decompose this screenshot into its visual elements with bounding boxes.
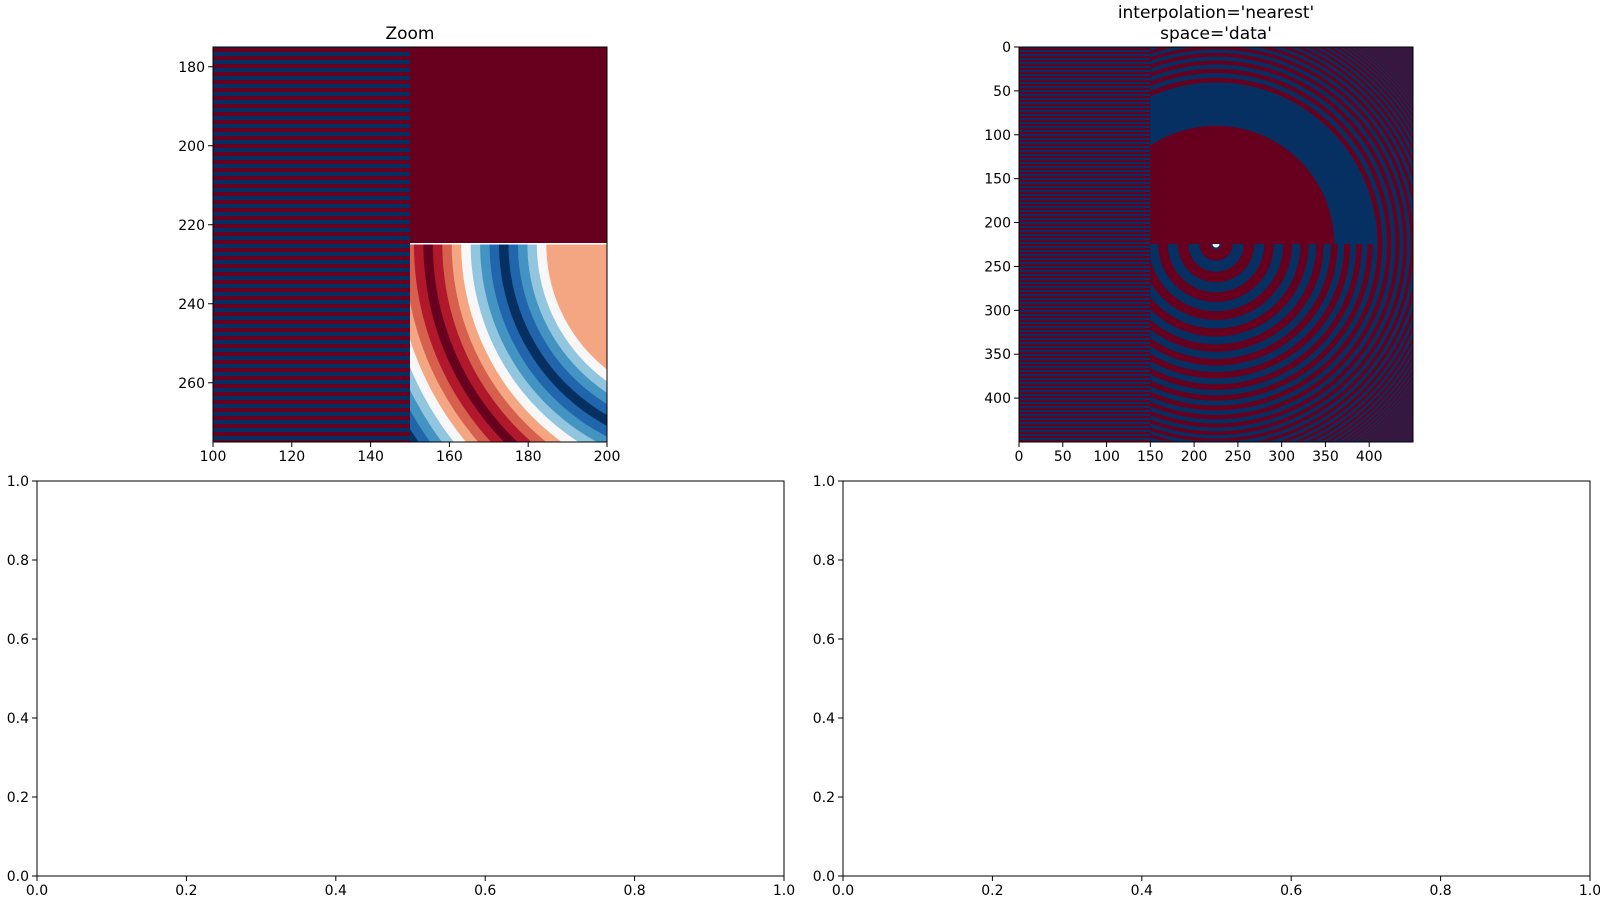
- y-tick-label: 260: [178, 376, 205, 392]
- y-tick-label: 250: [984, 259, 1011, 275]
- x-tick-label: 150: [1137, 449, 1164, 465]
- stripes-region: [213, 47, 410, 442]
- full-rings: [1150, 47, 1413, 442]
- zoom-image: [213, 47, 607, 442]
- x-tick-label: 0.0: [26, 883, 48, 899]
- x-tick-label: 300: [1268, 449, 1295, 465]
- empty-axes-right-ticks: 0.0 0.2 0.4 0.6 0.8 1.0 0.0 0.2 0.4 0.6 0.8 1.0: [813, 474, 1600, 899]
- y-tick-label: 240: [178, 297, 205, 313]
- empty-axes-right-frame: [842, 480, 1591, 877]
- x-tick-label: 100: [200, 449, 227, 465]
- y-tick-label: 0.8: [813, 553, 835, 569]
- y-tick-label: 0.6: [7, 632, 29, 648]
- x-tick-label: 350: [1312, 449, 1339, 465]
- y-tick-label: 0: [1002, 40, 1011, 56]
- ring-group: [410, 244, 607, 442]
- x-tick-label: 160: [436, 449, 463, 465]
- zoom-panel: Zoom 100 120 140 160 180 200 180 200 220 240 260: [178, 24, 620, 465]
- nearest-ticks: 0 50 100 150 200 250 300 350 400 0 50 100 150 200 250 3…: [984, 40, 1382, 465]
- y-tick-label: 200: [178, 139, 205, 155]
- empty-axes-left-ticks: 0.0 0.2 0.4 0.6 0.8 1.0 0.0 0.2 0.4 0.6 0.8 1.0: [7, 474, 795, 899]
- ring: [546, 244, 607, 370]
- ring-centre: [1212, 244, 1220, 248]
- y-tick-label: 150: [984, 172, 1011, 188]
- y-tick-label: 0.6: [813, 632, 835, 648]
- nearest-axes-frame: [1018, 46, 1414, 443]
- x-tick-label: 0.2: [981, 883, 1003, 899]
- x-tick-label: 0.0: [832, 883, 854, 899]
- empty-axes-left: 0.0 0.2 0.4 0.6 0.8 1.0 0.0 0.2 0.4 0.6 0.8 1.0: [7, 474, 795, 899]
- y-tick-label: 100: [984, 128, 1011, 144]
- y-tick-label: 0.4: [813, 711, 835, 727]
- y-tick-label: 50: [993, 84, 1011, 100]
- red-disc: [1150, 125, 1335, 244]
- y-tick-label: 300: [984, 303, 1011, 319]
- zoom-axes-frame: [212, 46, 608, 443]
- empty-axes-left-frame: [36, 480, 785, 877]
- x-tick-label: 0: [1015, 449, 1024, 465]
- x-tick-label: 1.0: [773, 883, 795, 899]
- stripes-region-2: [1019, 47, 1151, 442]
- nearest-panel: interpolation='nearest' space='data' 0 50…: [984, 3, 1414, 465]
- x-tick-label: 0.6: [1280, 883, 1302, 899]
- x-tick-label: 180: [515, 449, 542, 465]
- y-tick-label: 0.2: [7, 790, 29, 806]
- nearest-image: [1019, 47, 1413, 442]
- nearest-title-line-2: space='data': [1160, 24, 1272, 44]
- x-tick-label: 50: [1054, 449, 1072, 465]
- y-tick-label: 180: [178, 60, 205, 76]
- rings-region: [410, 244, 607, 442]
- ring: [1199, 244, 1233, 261]
- x-tick-label: 0.4: [1131, 883, 1153, 899]
- x-tick-label: 100: [1093, 449, 1120, 465]
- x-tick-label: 400: [1356, 449, 1383, 465]
- x-tick-label: 200: [1181, 449, 1208, 465]
- y-tick-label: 1.0: [7, 474, 29, 490]
- y-tick-label: 0.0: [7, 869, 29, 885]
- y-tick-label: 350: [984, 347, 1011, 363]
- nearest-title-line-1: interpolation='nearest': [1118, 3, 1314, 23]
- y-tick-label: 0.4: [7, 711, 29, 727]
- rings-region-2: [1150, 47, 1413, 442]
- x-tick-label: 0.4: [325, 883, 347, 899]
- lower-rings: [1150, 244, 1413, 441]
- zoom-title: Zoom: [385, 24, 434, 44]
- x-tick-label: 0.2: [175, 883, 197, 899]
- x-tick-label: 200: [594, 449, 621, 465]
- y-tick-label: 1.0: [813, 474, 835, 490]
- x-tick-label: 1.0: [1579, 883, 1600, 899]
- y-tick-label: 0.8: [7, 553, 29, 569]
- upper-rings: [1150, 47, 1413, 244]
- x-tick-label: 0.8: [623, 883, 645, 899]
- x-tick-label: 250: [1225, 449, 1252, 465]
- y-tick-label: 0.0: [813, 869, 835, 885]
- y-tick-label: 400: [984, 391, 1011, 407]
- empty-axes-right: 0.0 0.2 0.4 0.6 0.8 1.0 0.0 0.2 0.4 0.6 0.8 1.0: [813, 474, 1600, 899]
- y-tick-label: 0.2: [813, 790, 835, 806]
- x-tick-label: 120: [278, 449, 305, 465]
- zoom-ticks: 100 120 140 160 180 200 180 200 220 240 260: [178, 60, 620, 465]
- y-tick-label: 200: [984, 216, 1011, 232]
- x-tick-label: 140: [357, 449, 384, 465]
- solid-region: [410, 47, 607, 243]
- x-tick-label: 0.6: [474, 883, 496, 899]
- y-tick-label: 220: [178, 218, 205, 234]
- x-tick-label: 0.8: [1429, 883, 1451, 899]
